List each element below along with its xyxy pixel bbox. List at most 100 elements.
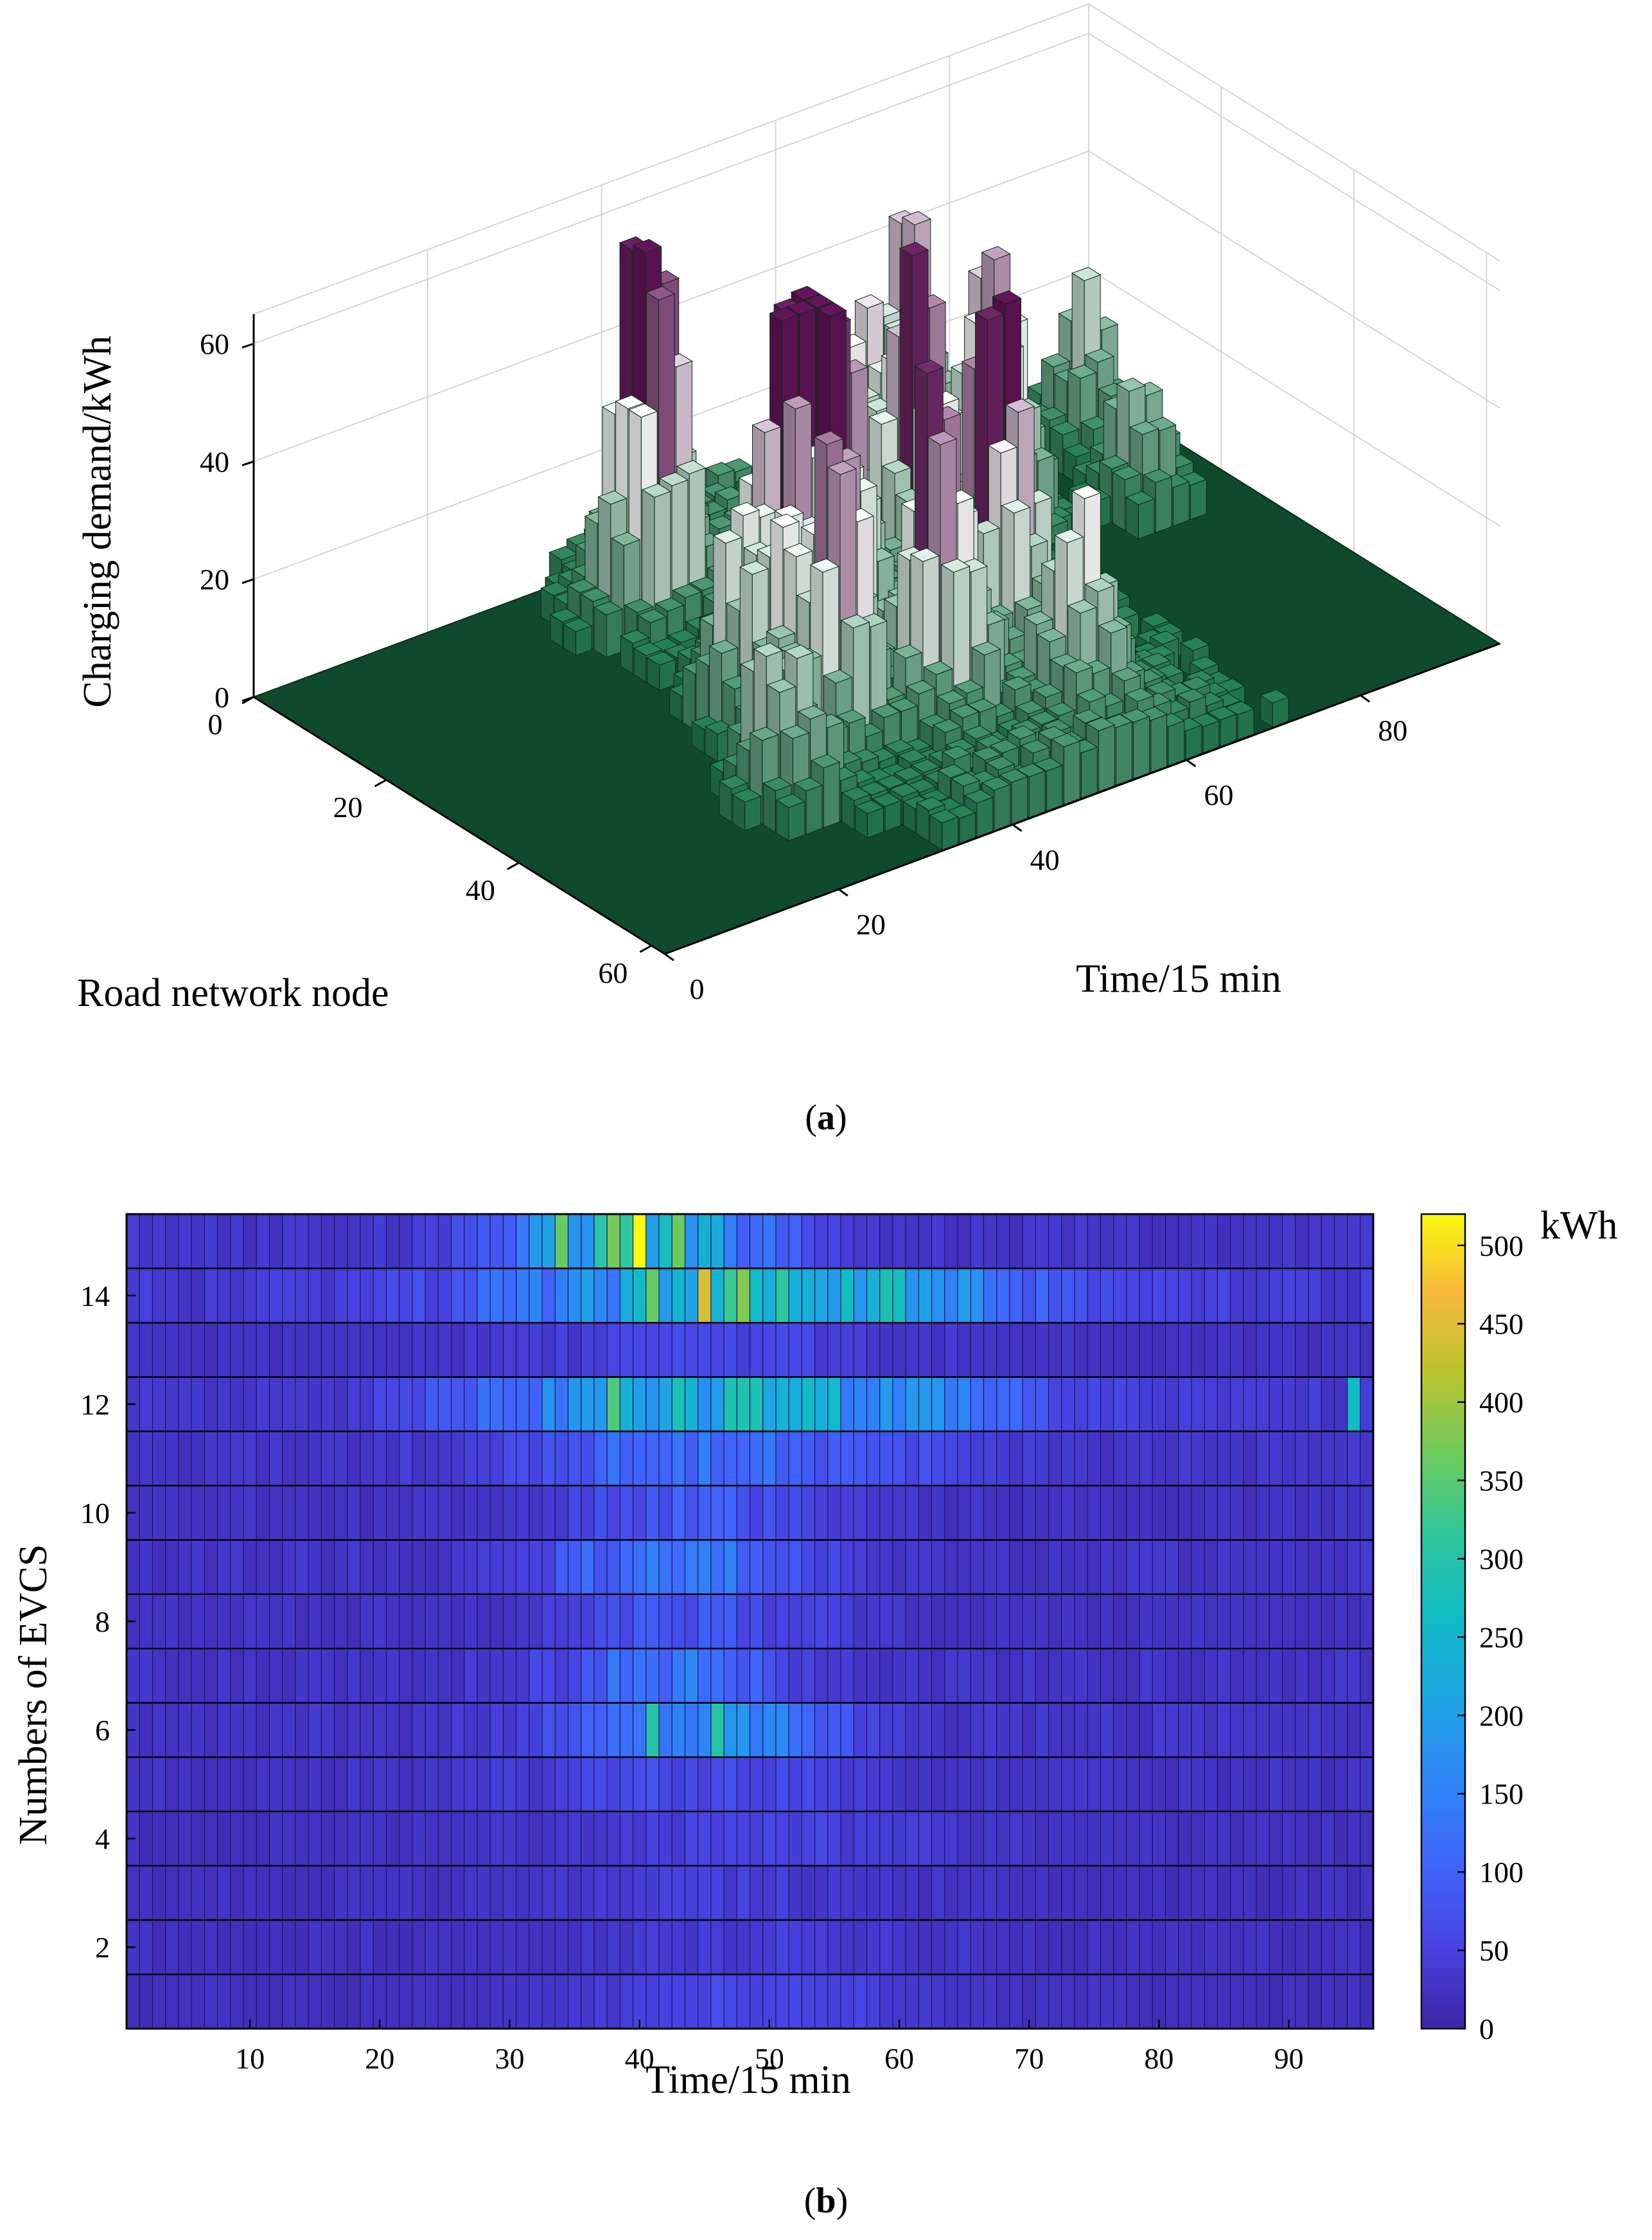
heatmap-cell: [437, 1811, 452, 1867]
heatmap-cell: [918, 1594, 933, 1650]
heatmap-cell: [581, 1756, 595, 1813]
heatmap-cell: [1178, 1919, 1193, 1975]
colorbar-swatch: [1421, 1906, 1465, 1914]
heatmap-cell: [464, 1702, 479, 1758]
heatmap-cell: [477, 1213, 491, 1269]
heatmap-cell: [398, 1594, 414, 1650]
heatmap-cell: [723, 1811, 738, 1867]
heatmap-cell: [801, 1919, 816, 1975]
heatmap-cell: [256, 1811, 270, 1867]
colorbar-swatch: [1421, 1533, 1465, 1540]
heatmap-cell: [957, 1919, 972, 1975]
heatmap-cell: [853, 1919, 868, 1975]
heatmap-cell: [698, 1973, 712, 2030]
heatmap-cell: [489, 1811, 504, 1867]
colorbar-swatch: [1421, 1234, 1465, 1242]
heatmap-cell: [970, 1702, 985, 1758]
heatmap-cell: [412, 1811, 426, 1867]
heatmap-cell: [619, 1648, 634, 1704]
heatmap-cell: [243, 1267, 258, 1324]
heatmap-cell: [1256, 1919, 1270, 1975]
heatmap-cell: [1217, 1756, 1231, 1813]
heatmap-cell: [1204, 1756, 1218, 1813]
heatmap-cell: [1204, 1377, 1218, 1433]
heatmap-cell: [1126, 1377, 1141, 1433]
heatmap-cell: [554, 1919, 569, 1975]
heatmap-cell: [632, 1919, 647, 1975]
colorbar-swatch: [1421, 1512, 1465, 1521]
heatmap-cell: [243, 1539, 258, 1595]
heatmap-cell: [944, 1919, 959, 1975]
heatmap-cell: [840, 1431, 855, 1486]
heatmap-cell: [801, 1267, 816, 1324]
heatmap-cell: [944, 1322, 959, 1378]
heatmap-cell: [1243, 1919, 1258, 1975]
heatmap-cell: [918, 1377, 933, 1433]
z-tick-label: 20: [200, 563, 229, 596]
heatmap-cell: [710, 1811, 725, 1867]
heatmap-cell: [698, 1267, 712, 1324]
heatmap-cell: [1269, 1213, 1283, 1269]
heatmap-cell: [398, 1865, 414, 1921]
heatmap-cell: [295, 1322, 310, 1378]
heatmap-cell: [1113, 1756, 1128, 1813]
heatmap-cell: [373, 1322, 387, 1378]
heatmap-cell: [464, 1267, 479, 1324]
heatmap-cell: [243, 1648, 258, 1704]
y-tick-label: 10: [80, 1497, 110, 1530]
heatmap-cell: [1346, 1485, 1361, 1541]
heatmap-cell: [502, 1648, 517, 1704]
heatmap-cell: [619, 1267, 634, 1324]
heatmap-cell: [827, 1322, 842, 1378]
colorbar-swatch: [1421, 1892, 1465, 1901]
heatmap-cell: [970, 1431, 985, 1486]
heatmap-cell: [347, 1539, 362, 1595]
heatmap-cell: [230, 1594, 245, 1650]
heatmap-cell: [243, 1594, 258, 1650]
colorbar-swatch: [1421, 1560, 1465, 1568]
heatmap-cell: [515, 1811, 530, 1867]
heatmap-cell: [450, 1267, 465, 1324]
heatmap-cell: [139, 1322, 154, 1378]
heatmap-cell: [204, 1539, 218, 1595]
heatmap-cell: [425, 1322, 439, 1378]
heatmap-cell: [268, 1865, 283, 1921]
colorbar-swatch: [1421, 1763, 1465, 1772]
heatmap-cell: [658, 1213, 673, 1269]
heatmap-cell: [425, 1539, 439, 1595]
colorbar-swatch: [1421, 1309, 1465, 1317]
heatmap-cell: [1087, 1702, 1102, 1758]
heatmap-cell: [502, 1539, 517, 1595]
heatmap-cell: [541, 1756, 556, 1813]
heatmap-cell: [658, 1594, 673, 1650]
heatmap-cell: [1074, 1322, 1089, 1378]
heatmap-cell: [1333, 1594, 1348, 1650]
heatmap-cell: [1217, 1485, 1231, 1541]
heatmap-cell: [1061, 1539, 1076, 1595]
heatmap-cell: [243, 1756, 258, 1813]
heatmap-cell: [983, 1377, 997, 1433]
colorbar-swatch: [1421, 1343, 1465, 1351]
heatmap-cell: [1191, 1973, 1206, 2030]
heatmap-cell: [425, 1485, 439, 1541]
heatmap-cell: [360, 1594, 374, 1650]
heatmap-cell: [632, 1648, 647, 1704]
node-tick-mark: [242, 696, 254, 705]
heatmap-cell: [1113, 1648, 1128, 1704]
heatmap-cell: [957, 1756, 972, 1813]
heatmap-cell: [646, 1213, 660, 1269]
colorbar-swatch: [1421, 1730, 1465, 1738]
heatmap-cell: [1269, 1756, 1283, 1813]
heatmap-cell: [983, 1431, 997, 1486]
colorbar-swatch: [1421, 1974, 1465, 1982]
heatmap-cell: [1100, 1213, 1114, 1269]
heatmap-cell: [853, 1539, 868, 1595]
heatmap-cell: [554, 1756, 569, 1813]
heatmap-cell: [502, 1865, 517, 1921]
heatmap-cell: [1009, 1539, 1024, 1595]
heatmap-cell: [308, 1267, 322, 1324]
colorbar-swatch: [1421, 1655, 1465, 1663]
heatmap-cell: [827, 1865, 842, 1921]
heatmap-cell: [892, 1919, 907, 1975]
heatmap-cell: [282, 1756, 297, 1813]
